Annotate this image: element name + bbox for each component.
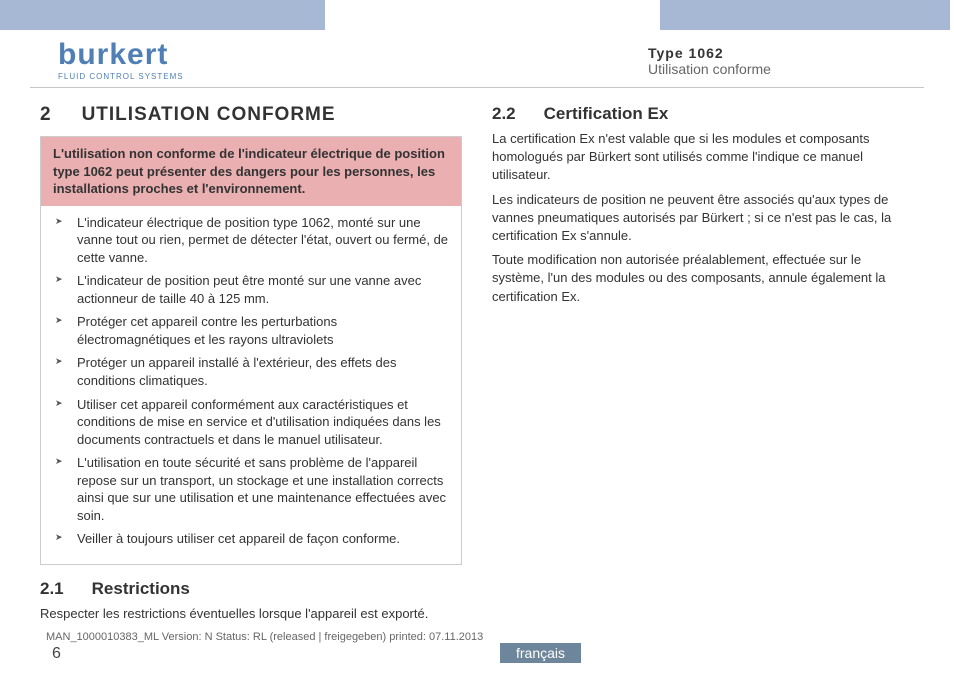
subsection-number: 2.1: [40, 579, 64, 599]
subsection-title: Certification Ex: [544, 104, 669, 124]
logo-subline: FLUID CONTROL SYSTEMS: [58, 72, 184, 81]
warning-box: L'utilisation non conforme de l'indicate…: [40, 136, 462, 565]
section-number: 2: [40, 104, 52, 126]
page-number: 6: [52, 645, 61, 663]
language-tab: français: [500, 643, 581, 663]
warning-bullet: Protéger un appareil installé à l'extéri…: [67, 354, 449, 389]
logo: burkert FLUID CONTROL SYSTEMS: [58, 40, 184, 81]
top-accent-bars: [0, 0, 954, 30]
content-area: 2 UTILISATION CONFORME L'utilisation non…: [0, 88, 954, 629]
header: burkert FLUID CONTROL SYSTEMS Type 1062 …: [30, 30, 924, 88]
header-right: Type 1062 Utilisation conforme: [498, 45, 896, 77]
top-bar-right: [660, 0, 950, 30]
right-column: 2.2 Certification Ex La certification Ex…: [492, 104, 914, 629]
warning-bullet: L'indicateur de position peut être monté…: [67, 272, 449, 307]
certification-paragraphs: La certification Ex n'est valable que si…: [492, 130, 914, 306]
warning-heading: L'utilisation non conforme de l'indicate…: [41, 137, 461, 206]
footer-meta: MAN_1000010383_ML Version: N Status: RL …: [46, 631, 483, 643]
left-column: 2 UTILISATION CONFORME L'utilisation non…: [40, 104, 462, 629]
warning-bullet: L'utilisation en toute sécurité et sans …: [67, 454, 449, 524]
subsection-number: 2.2: [492, 104, 516, 124]
subsection-title: Restrictions: [92, 579, 190, 599]
warning-bullet: Veiller à toujours utiliser cet appareil…: [67, 530, 449, 548]
subsection-restrictions: 2.1 Restrictions: [40, 579, 462, 599]
warning-bullet: Protéger cet appareil contre les perturb…: [67, 313, 449, 348]
type-label: Type 1062: [648, 45, 896, 61]
certification-para: La certification Ex n'est valable que si…: [492, 130, 914, 185]
section-heading: 2 UTILISATION CONFORME: [40, 104, 462, 126]
type-sub: Utilisation conforme: [648, 61, 896, 77]
restrictions-text: Respecter les restrictions éventuelles l…: [40, 605, 462, 623]
subsection-certification: 2.2 Certification Ex: [492, 104, 914, 124]
logo-wordmark: burkert: [58, 40, 184, 70]
warning-bullet: Utiliser cet appareil conformément aux c…: [67, 396, 449, 449]
certification-para: Toute modification non autorisée préalab…: [492, 251, 914, 306]
section-title: UTILISATION CONFORME: [82, 104, 336, 126]
warning-bullet-list: L'indicateur électrique de position type…: [53, 214, 449, 548]
certification-para: Les indicateurs de position ne peuvent ê…: [492, 191, 914, 246]
logo-block: burkert FLUID CONTROL SYSTEMS: [58, 40, 478, 81]
top-bar-left: [0, 0, 325, 30]
warning-bullet: L'indicateur électrique de position type…: [67, 214, 449, 267]
